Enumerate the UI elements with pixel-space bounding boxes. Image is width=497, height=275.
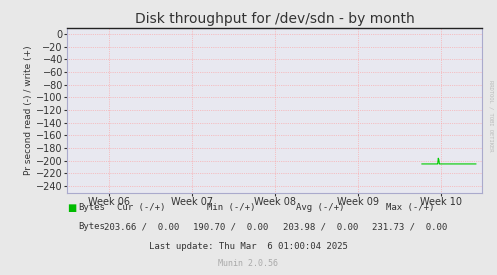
Text: Bytes: Bytes [79,222,105,231]
Text: 190.70 /  0.00: 190.70 / 0.00 [193,222,269,231]
Text: Max (-/+): Max (-/+) [386,203,434,212]
Text: Avg (-/+): Avg (-/+) [296,203,345,212]
Text: 203.98 /  0.00: 203.98 / 0.00 [283,222,358,231]
Text: Munin 2.0.56: Munin 2.0.56 [219,260,278,268]
Text: Cur (-/+): Cur (-/+) [117,203,166,212]
Y-axis label: Pr second read (-) / write (+): Pr second read (-) / write (+) [24,45,33,175]
Text: RRDTOOL / TOBI OETIKER: RRDTOOL / TOBI OETIKER [489,80,494,151]
Text: Bytes: Bytes [79,203,105,212]
Text: Min (-/+): Min (-/+) [207,203,255,212]
Title: Disk throughput for /dev/sdn - by month: Disk throughput for /dev/sdn - by month [135,12,414,26]
Text: ■: ■ [67,203,77,213]
Text: Last update: Thu Mar  6 01:00:04 2025: Last update: Thu Mar 6 01:00:04 2025 [149,242,348,251]
Text: 203.66 /  0.00: 203.66 / 0.00 [104,222,179,231]
Text: 231.73 /  0.00: 231.73 / 0.00 [372,222,448,231]
